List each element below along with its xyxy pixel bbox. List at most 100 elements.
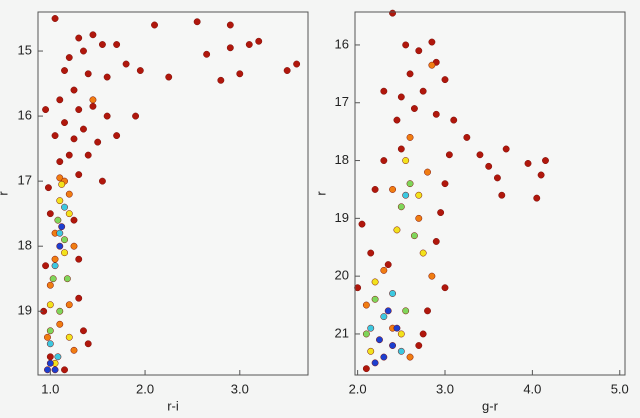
point [103, 112, 111, 120]
x-tick-label: 1.0 [41, 381, 59, 396]
point [393, 116, 401, 124]
point [384, 307, 392, 315]
point [402, 157, 410, 165]
point [380, 266, 388, 274]
point [402, 41, 410, 49]
point [94, 138, 102, 146]
point [397, 330, 405, 338]
point [56, 96, 64, 104]
point [384, 261, 392, 269]
y-tick-label: 19 [335, 210, 349, 225]
point [389, 342, 397, 349]
point [75, 34, 83, 42]
point [393, 324, 401, 332]
point [432, 110, 440, 118]
point [58, 223, 66, 231]
point [371, 278, 379, 286]
y-tick-label: 17 [335, 94, 349, 109]
point [485, 162, 493, 170]
point [283, 67, 291, 74]
point [46, 340, 54, 348]
point [415, 47, 423, 55]
point [415, 342, 423, 349]
point [56, 174, 64, 182]
point [61, 67, 68, 74]
x-tick-label: 2.0 [349, 381, 367, 396]
point [367, 347, 375, 355]
point [80, 47, 87, 55]
point [389, 290, 397, 297]
point [424, 168, 431, 176]
y-tick-label: 17 [18, 173, 32, 188]
point [84, 340, 92, 348]
point [428, 38, 436, 46]
point [61, 203, 68, 211]
point [397, 203, 405, 211]
point [397, 93, 405, 101]
point [380, 157, 388, 165]
point [245, 41, 253, 48]
point [84, 70, 92, 78]
point [217, 76, 225, 84]
point [380, 313, 388, 321]
point [75, 171, 83, 179]
point [54, 216, 62, 224]
point [49, 275, 57, 283]
point [65, 151, 73, 159]
point [358, 220, 366, 228]
point [151, 21, 158, 29]
point [445, 151, 453, 159]
point [463, 133, 471, 141]
x-tick-label: 3.0 [436, 381, 454, 396]
point [165, 73, 173, 81]
y-tick-label: 18 [335, 152, 349, 167]
point [393, 226, 401, 234]
point [493, 174, 501, 182]
point [255, 37, 263, 45]
point [98, 41, 106, 48]
point [80, 327, 87, 335]
point [56, 229, 64, 237]
point [502, 145, 510, 153]
point [193, 18, 201, 26]
point [44, 184, 52, 192]
point [70, 242, 78, 250]
point [51, 262, 59, 270]
y-axis-label: r [0, 191, 10, 196]
point [75, 106, 83, 114]
point [75, 294, 83, 302]
point [113, 41, 121, 48]
x-tick-label: 3.0 [231, 381, 249, 396]
point [113, 132, 121, 140]
point [89, 102, 97, 110]
point [415, 191, 423, 199]
point [419, 330, 427, 338]
point [75, 255, 83, 263]
point [533, 194, 541, 202]
point [293, 60, 301, 68]
point [410, 105, 418, 112]
point [136, 67, 144, 74]
point [406, 70, 414, 78]
x-axis-label: r-i [167, 398, 179, 413]
point [56, 242, 64, 250]
point [70, 135, 78, 143]
point [51, 366, 59, 374]
point [226, 44, 234, 52]
point [397, 145, 405, 153]
point [371, 359, 379, 367]
point [402, 191, 410, 199]
point [389, 9, 397, 17]
point [371, 186, 379, 193]
point [54, 353, 62, 361]
point [51, 255, 59, 263]
point [61, 236, 68, 244]
point [65, 210, 73, 218]
point [65, 190, 73, 198]
point [362, 330, 370, 338]
point [80, 125, 87, 133]
point [56, 307, 64, 315]
point [56, 320, 64, 328]
point [70, 346, 78, 354]
